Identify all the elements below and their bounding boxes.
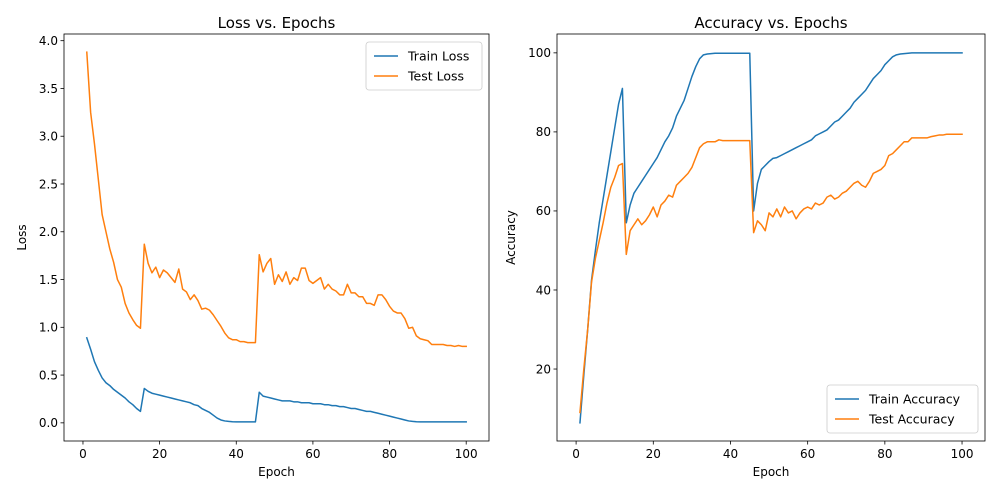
series-line-test-accuracy — [579, 133, 963, 414]
y-tick-label: 60 — [536, 204, 551, 218]
chart-title: Accuracy vs. Epochs — [694, 14, 847, 32]
legend-box — [365, 41, 483, 91]
legend: Train Loss Test Loss — [365, 41, 483, 91]
y-axis-label: Accuracy — [504, 210, 518, 265]
y-tick-label: 1.0 — [39, 321, 58, 335]
y-tick-label: 80 — [536, 125, 551, 139]
y-tick-label: 3.0 — [39, 130, 58, 144]
loss-chart: 0 20 40 60 80 100 0.0 0.5 1.0 1.5 2.0 2.5 3.0 3.5 4.0 L… — [15, 14, 490, 479]
y-tick-label: 2.5 — [39, 177, 58, 191]
legend-box — [826, 384, 979, 434]
y-axis-label: Loss — [15, 224, 29, 250]
legend-entry: Train Loss — [407, 49, 469, 64]
y-tick-label: 20 — [536, 362, 551, 376]
x-tick-label: 60 — [800, 447, 815, 461]
series-line-test-loss — [86, 51, 467, 348]
x-tick-label: 80 — [382, 447, 397, 461]
x-axis-label: Epoch — [258, 465, 295, 479]
accuracy-chart: 0 20 40 60 80 100 20 40 60 80 100 Accuracy vs. Epoc… — [504, 14, 986, 479]
y-tick-label: 0.5 — [39, 368, 58, 382]
x-tick-label: 100 — [951, 447, 974, 461]
legend-entry: Test Loss — [407, 69, 464, 84]
x-tick-label: 40 — [723, 447, 738, 461]
x-tick-label: 40 — [229, 447, 244, 461]
x-tick-label: 60 — [305, 447, 320, 461]
x-tick-label: 100 — [455, 447, 478, 461]
legend-entry: Train Accuracy — [868, 392, 961, 407]
series-line-train-accuracy — [579, 52, 963, 424]
y-tick-label: 40 — [536, 283, 551, 297]
x-tick-label: 80 — [877, 447, 892, 461]
x-tick-label: 0 — [572, 447, 580, 461]
x-tick-label: 20 — [152, 447, 167, 461]
legend: Train Accuracy Test Accuracy — [826, 384, 979, 434]
y-tick-label: 0.0 — [39, 416, 58, 430]
y-tick-label: 4.0 — [39, 34, 58, 48]
legend-entry: Test Accuracy — [868, 412, 955, 427]
axes-frame — [63, 33, 490, 442]
y-tick-label: 2.0 — [39, 225, 58, 239]
y-tick-label: 3.5 — [39, 82, 58, 96]
y-tick-label: 100 — [528, 46, 551, 60]
x-tick-label: 0 — [79, 447, 87, 461]
y-tick-label: 1.5 — [39, 273, 58, 287]
x-axis-label: Epoch — [753, 465, 790, 479]
x-tick-label: 20 — [646, 447, 661, 461]
axes-frame — [556, 33, 986, 442]
series-line-train-loss — [85, 336, 467, 423]
chart-title: Loss vs. Epochs — [218, 14, 336, 32]
